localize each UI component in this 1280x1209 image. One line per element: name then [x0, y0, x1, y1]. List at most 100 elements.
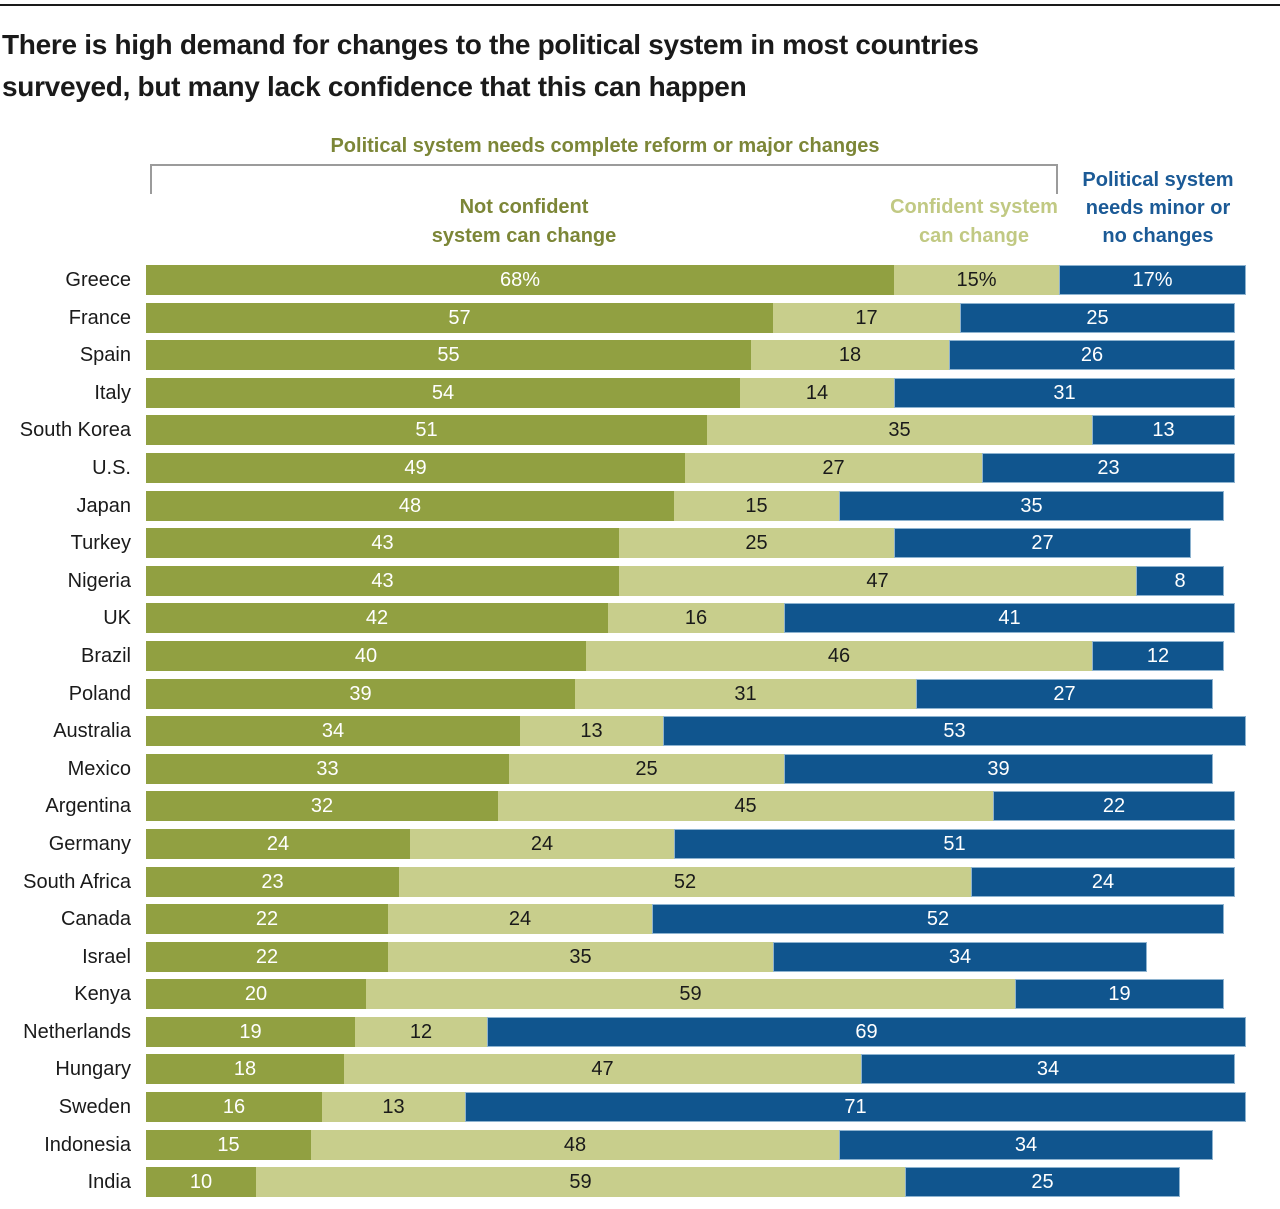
segment-confident: 24	[410, 828, 674, 859]
segment-value: 57	[448, 306, 471, 329]
legend-not-confident-line-1: Not confident	[459, 196, 589, 218]
segment-value: 69	[855, 1020, 878, 1043]
bar-row: Canada 22 24 52	[0, 904, 1280, 935]
country-label: France	[68, 306, 131, 329]
segment-value: 35	[888, 419, 911, 442]
segment-value: 18	[233, 1058, 257, 1081]
country-label: U.S.	[92, 456, 131, 479]
segment-confident: 25	[619, 528, 894, 559]
segment-value: 40	[354, 644, 378, 667]
bar-row: Germany 24 24 51	[0, 828, 1280, 859]
segment-value: 22	[1102, 795, 1126, 818]
bar-row: Netherlands 19 12 69	[0, 1016, 1280, 1047]
segment-confident: 25	[509, 753, 784, 784]
segment-value: 47	[866, 569, 889, 592]
legend-confident-line-2: can change	[918, 225, 1030, 247]
segment-confident: 47	[344, 1054, 861, 1085]
segment-confident: 35	[388, 941, 773, 972]
segment-value: 24	[266, 832, 290, 855]
segment-confident: 46	[586, 640, 1092, 671]
segment-value: 39	[987, 757, 1010, 780]
bar-row: Israel 22 35 34	[0, 941, 1280, 972]
segment-value: 34	[1014, 1133, 1038, 1156]
segment-not-confident: 19	[146, 1016, 355, 1047]
segment-confident: 15	[674, 490, 839, 521]
segment-value: 16	[684, 607, 708, 630]
country-label: UK	[103, 607, 131, 630]
segment-value: 8	[1174, 569, 1186, 592]
segment-value: 34	[321, 720, 345, 743]
country-label: Spain	[79, 344, 131, 367]
segment-value: 15	[745, 494, 768, 517]
bar-row: South Korea 51 35 13	[0, 415, 1280, 446]
segment-value: 47	[591, 1058, 614, 1081]
segment-value: 23	[1097, 456, 1120, 479]
segment-value: 42	[365, 607, 389, 630]
segment-value: 33	[316, 757, 339, 780]
segment-confident: 48	[311, 1129, 839, 1160]
bar-row: Sweden 16 13 71	[0, 1092, 1280, 1123]
bar-row: Mexico 33 25 39	[0, 753, 1280, 784]
country-label: Indonesia	[44, 1133, 131, 1156]
segment-confident: 18	[751, 340, 949, 371]
segment-minor-no-changes: 71	[465, 1092, 1246, 1123]
segment-minor-no-changes: 22	[993, 791, 1235, 822]
segment-value: 10	[189, 1171, 213, 1194]
segment-confident: 47	[619, 565, 1136, 596]
segment-not-confident: 32	[146, 791, 498, 822]
segment-confident: 27	[685, 452, 982, 483]
segment-value: 13	[382, 1096, 405, 1119]
country-label: Kenya	[74, 983, 131, 1006]
segment-not-confident: 34	[146, 716, 520, 747]
segment-value: 31	[734, 682, 757, 705]
segment-minor-no-changes: 19	[1015, 979, 1224, 1010]
segment-value: 34	[948, 945, 972, 968]
segment-not-confident: 54	[146, 377, 740, 408]
segment-confident: 15%	[894, 265, 1059, 295]
segment-minor-no-changes: 34	[861, 1054, 1235, 1085]
segment-value: 17%	[1132, 269, 1173, 291]
segment-value: 59	[679, 983, 702, 1006]
country-label: Japan	[76, 494, 132, 517]
segment-value: 34	[1036, 1058, 1060, 1081]
segment-minor-no-changes: 27	[894, 528, 1191, 559]
segment-confident: 12	[355, 1016, 487, 1047]
segment-minor-no-changes: 52	[652, 904, 1224, 935]
bar-row: Poland 39 31 27	[0, 678, 1280, 709]
segment-minor-no-changes: 39	[784, 753, 1213, 784]
segment-confident: 35	[707, 415, 1092, 446]
segment-value: 71	[844, 1096, 867, 1119]
segment-minor-no-changes: 8	[1136, 565, 1224, 596]
segment-confident: 59	[366, 979, 1015, 1010]
segment-value: 17	[855, 306, 878, 329]
segment-minor-no-changes: 25	[960, 302, 1235, 333]
segment-value: 24	[530, 832, 554, 855]
segment-not-confident: 49	[146, 452, 685, 483]
country-label: Hungary	[55, 1058, 131, 1081]
legend-minor-line-3: no changes	[1102, 225, 1214, 247]
segment-confident: 16	[608, 603, 784, 634]
segment-confident: 24	[388, 904, 652, 935]
segment-value: 24	[1091, 870, 1115, 893]
segment-value: 41	[998, 607, 1021, 630]
segment-not-confident: 18	[146, 1054, 344, 1085]
segment-value: 27	[1053, 682, 1076, 705]
segment-minor-no-changes: 69	[487, 1016, 1246, 1047]
segment-minor-no-changes: 25	[905, 1167, 1180, 1198]
segment-minor-no-changes: 12	[1092, 640, 1224, 671]
page-title: There is high demand for changes to the …	[2, 24, 1182, 108]
segment-value: 25	[635, 757, 658, 780]
segment-value: 26	[1080, 344, 1104, 367]
segment-not-confident: 10	[146, 1167, 256, 1198]
segment-value: 48	[563, 1133, 587, 1156]
segment-value: 18	[838, 344, 862, 367]
bar-row: Japan 48 15 35	[0, 490, 1280, 521]
bar-row: Australia 34 13 53	[0, 716, 1280, 747]
segment-value: 20	[244, 983, 268, 1006]
segment-minor-no-changes: 31	[894, 377, 1235, 408]
bar-row: Argentina 32 45 22	[0, 791, 1280, 822]
segment-not-confident: 23	[146, 866, 399, 897]
segment-minor-no-changes: 35	[839, 490, 1224, 521]
segment-value: 32	[310, 795, 334, 818]
bracket-line	[150, 164, 1058, 194]
